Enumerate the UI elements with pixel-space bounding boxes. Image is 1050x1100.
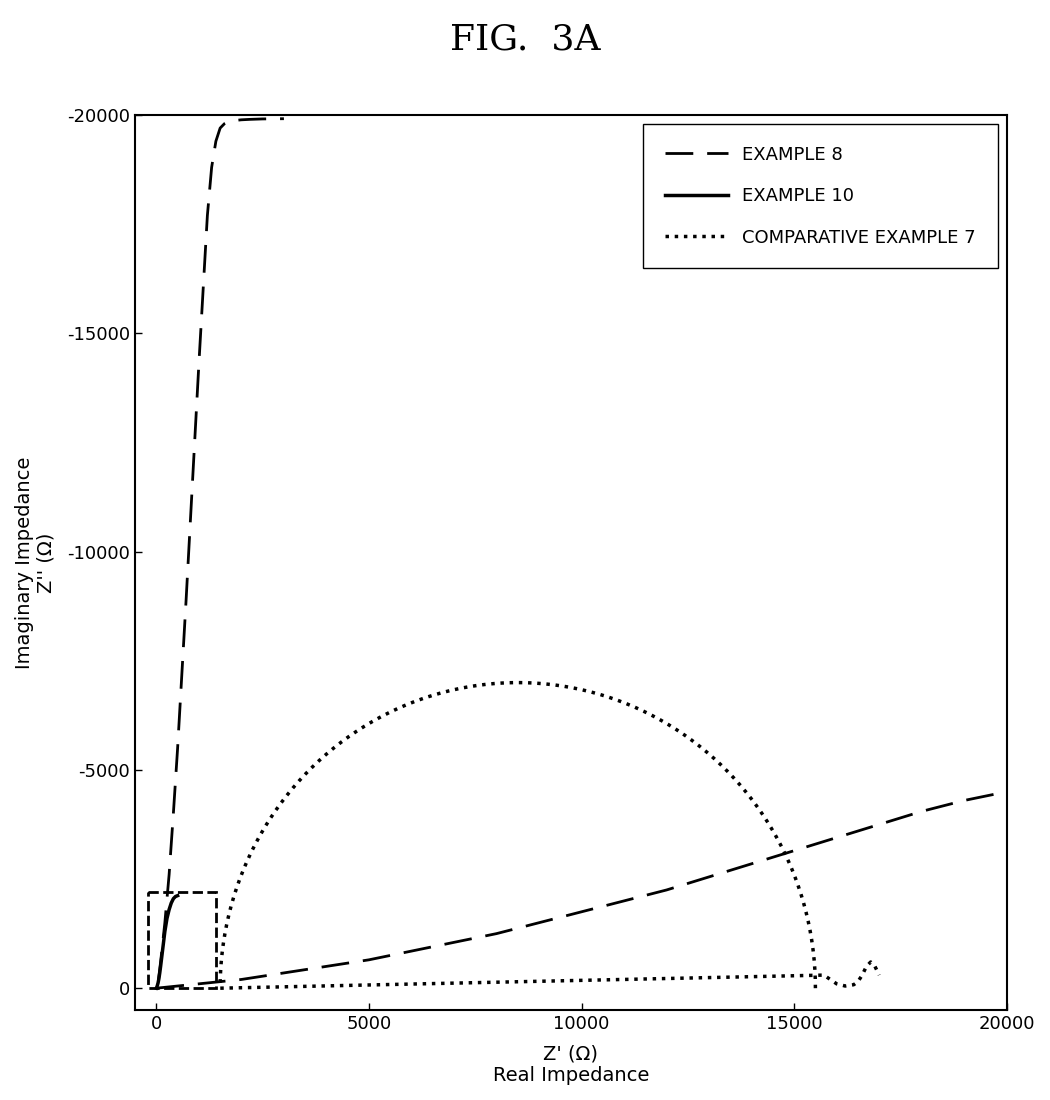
EXAMPLE 8	[746, 857, 758, 870]
Y-axis label: Imaginary Impedance
Z'' (Ω): Imaginary Impedance Z'' (Ω)	[15, 456, 56, 669]
EXAMPLE 10	[150, 981, 163, 994]
EXAMPLE 10	[156, 943, 169, 956]
EXAMPLE 8	[532, 916, 545, 930]
EXAMPLE 8	[362, 954, 375, 967]
EXAMPLE 8	[873, 818, 885, 832]
EXAMPLE 8	[320, 960, 333, 974]
X-axis label: Z' (Ω)
Real Impedance: Z' (Ω) Real Impedance	[492, 1044, 649, 1085]
COMPARATIVE EXAMPLE 7	[560, 680, 572, 693]
EXAMPLE 10	[154, 960, 167, 974]
Bar	[148, 892, 216, 988]
Line: EXAMPLE 10: EXAMPLE 10	[156, 895, 177, 988]
EXAMPLE 8	[1001, 785, 1013, 799]
COMPARATIVE EXAMPLE 7	[520, 676, 532, 690]
COMPARATIVE EXAMPLE 7	[217, 934, 230, 947]
EXAMPLE 8	[575, 905, 588, 918]
EXAMPLE 10	[153, 966, 166, 979]
EXAMPLE 8	[788, 844, 800, 857]
EXAMPLE 8	[660, 883, 673, 896]
EXAMPLE 8	[702, 870, 715, 883]
EXAMPLE 10	[165, 896, 177, 910]
EXAMPLE 8	[150, 981, 163, 994]
EXAMPLE 8	[831, 830, 843, 844]
Line: EXAMPLE 8: EXAMPLE 8	[156, 792, 1007, 988]
EXAMPLE 10	[152, 972, 165, 986]
EXAMPLE 8	[447, 936, 460, 949]
EXAMPLE 10	[151, 979, 164, 992]
EXAMPLE 10	[171, 889, 184, 902]
COMPARATIVE EXAMPLE 7	[513, 676, 526, 690]
COMPARATIVE EXAMPLE 7	[810, 981, 822, 994]
EXAMPLE 8	[958, 794, 970, 807]
EXAMPLE 8	[617, 894, 630, 908]
Text: FIG.  3A: FIG. 3A	[449, 22, 601, 56]
EXAMPLE 10	[161, 912, 173, 925]
EXAMPLE 8	[192, 977, 205, 990]
EXAMPLE 10	[152, 977, 165, 990]
EXAMPLE 8	[490, 927, 503, 940]
COMPARATIVE EXAMPLE 7	[790, 871, 802, 884]
EXAMPLE 10	[159, 925, 171, 938]
COMPARATIVE EXAMPLE 7	[668, 722, 680, 735]
Line: COMPARATIVE EXAMPLE 7: COMPARATIVE EXAMPLE 7	[220, 683, 879, 988]
EXAMPLE 10	[167, 892, 180, 905]
Legend: EXAMPLE 8, EXAMPLE 10, COMPARATIVE EXAMPLE 7: EXAMPLE 8, EXAMPLE 10, COMPARATIVE EXAMP…	[643, 124, 998, 268]
EXAMPLE 8	[277, 966, 290, 979]
COMPARATIVE EXAMPLE 7	[873, 968, 885, 981]
EXAMPLE 8	[916, 805, 928, 818]
EXAMPLE 10	[163, 903, 175, 916]
COMPARATIVE EXAMPLE 7	[700, 746, 713, 759]
EXAMPLE 8	[235, 972, 248, 986]
EXAMPLE 10	[169, 890, 182, 903]
EXAMPLE 8	[405, 945, 418, 958]
